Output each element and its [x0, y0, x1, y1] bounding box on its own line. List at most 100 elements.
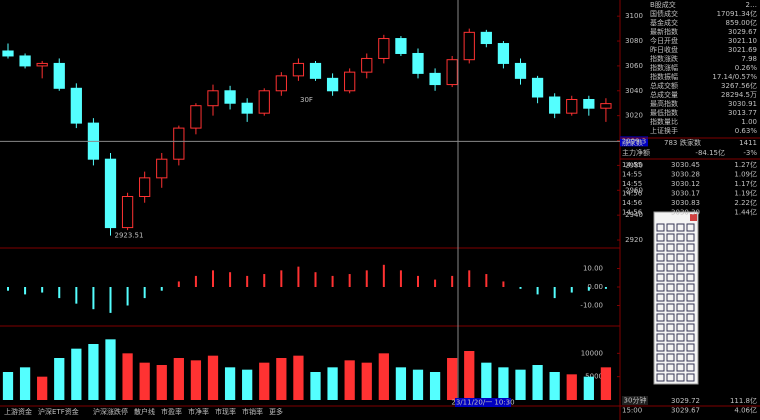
tab[interactable]: 沪深涨跌停	[93, 407, 128, 416]
tool-icon[interactable]	[656, 273, 665, 282]
volume-bar	[139, 362, 150, 400]
tick-price: 3030.12	[671, 180, 700, 188]
volume-bar	[2, 372, 14, 400]
tool-icon[interactable]	[666, 343, 675, 352]
tab[interactable]: 沪深ETF资金	[38, 407, 79, 416]
tool-icon[interactable]	[686, 243, 695, 252]
tool-icon[interactable]	[666, 273, 675, 282]
main-force-label: 主力净额	[622, 148, 650, 157]
volume-bar	[190, 360, 202, 400]
stat-label: 最高指数	[650, 99, 678, 108]
tool-icon[interactable]	[666, 223, 675, 232]
tool-icon[interactable]	[666, 373, 675, 382]
candle-body	[104, 158, 117, 229]
tool-icon[interactable]	[656, 233, 665, 242]
tool-icon[interactable]	[686, 233, 695, 242]
tab[interactable]: 市销率	[242, 407, 263, 416]
tool-icon[interactable]	[656, 313, 665, 322]
tool-icon[interactable]	[676, 353, 685, 362]
tool-icon[interactable]	[666, 243, 675, 252]
tool-icon[interactable]	[656, 333, 665, 342]
volume-bar	[378, 353, 389, 400]
tool-icon[interactable]	[676, 333, 685, 342]
tool-icon[interactable]	[666, 293, 675, 302]
tool-icon[interactable]	[656, 363, 665, 372]
tool-icon[interactable]	[676, 323, 685, 332]
tool-icon[interactable]	[686, 333, 695, 342]
tool-icon[interactable]	[666, 263, 675, 272]
volume-bar	[361, 362, 372, 400]
tab[interactable]: 上游资金	[4, 407, 32, 416]
tool-icon[interactable]	[686, 323, 695, 332]
tool-icon[interactable]	[676, 233, 685, 242]
tool-icon[interactable]	[686, 223, 695, 232]
tool-icon[interactable]	[686, 263, 695, 272]
tool-icon[interactable]	[666, 353, 675, 362]
tab[interactable]: 市现率	[215, 407, 236, 416]
tool-icon[interactable]	[676, 373, 685, 382]
tool-icon[interactable]	[676, 283, 685, 292]
tab[interactable]: 更多	[269, 407, 283, 416]
tool-icon[interactable]	[686, 303, 695, 312]
tick-price: 3030.30	[671, 209, 700, 217]
tool-icon[interactable]	[686, 313, 695, 322]
tool-icon[interactable]	[656, 323, 665, 332]
tool-icon[interactable]	[676, 223, 685, 232]
tool-icon[interactable]	[666, 303, 675, 312]
stat-label: 指数量比	[650, 117, 678, 126]
tool-icon[interactable]	[686, 343, 695, 352]
tool-icon[interactable]	[686, 273, 695, 282]
tool-icon[interactable]	[666, 253, 675, 262]
macd-bar	[604, 287, 607, 289]
tab[interactable]: 市盈率	[161, 407, 182, 416]
tool-icon[interactable]	[676, 243, 685, 252]
tool-icon[interactable]	[686, 293, 695, 302]
candle-body	[121, 195, 134, 229]
tool-icon[interactable]	[666, 363, 675, 372]
tool-icon[interactable]	[676, 363, 685, 372]
tool-icon[interactable]	[676, 313, 685, 322]
tool-icon[interactable]	[686, 253, 695, 262]
period-button-label[interactable]: 30分钟	[624, 396, 647, 405]
tool-icon[interactable]	[676, 273, 685, 282]
toolbar-close[interactable]	[690, 214, 697, 221]
tool-icon[interactable]	[656, 343, 665, 352]
tool-icon[interactable]	[656, 353, 665, 362]
tool-icon[interactable]	[676, 303, 685, 312]
tool-icon[interactable]	[666, 313, 675, 322]
tool-icon[interactable]	[656, 373, 665, 382]
crosshair-label: 2999.3	[622, 137, 647, 145]
tool-icon[interactable]	[666, 323, 675, 332]
tick-time: 14:56	[622, 199, 643, 207]
tool-icon[interactable]	[686, 283, 695, 292]
tool-icon[interactable]	[686, 353, 695, 362]
tab[interactable]: 散户线	[134, 407, 155, 416]
period-button[interactable]	[622, 396, 648, 405]
macd-bar	[485, 274, 488, 287]
tool-icon[interactable]	[676, 343, 685, 352]
y-tick-label: 2980	[625, 161, 643, 169]
candle-body	[2, 50, 14, 57]
tool-icon[interactable]	[656, 293, 665, 302]
stat-value: 3267.56亿	[721, 81, 757, 90]
tool-icon[interactable]	[686, 373, 695, 382]
tool-icon[interactable]	[666, 233, 675, 242]
tool-icon[interactable]	[656, 263, 665, 272]
tool-icon[interactable]	[656, 243, 665, 252]
volume-bar	[224, 367, 236, 400]
tool-icon[interactable]	[686, 363, 695, 372]
tick-amount: 111.8亿	[730, 396, 757, 405]
tool-icon[interactable]	[666, 333, 675, 342]
tool-icon[interactable]	[676, 253, 685, 262]
tool-icon[interactable]	[656, 283, 665, 292]
volume-bar	[566, 374, 577, 400]
tool-icon[interactable]	[656, 223, 665, 232]
tool-icon[interactable]	[676, 293, 685, 302]
tool-icon[interactable]	[656, 303, 665, 312]
tab[interactable]: 市净率	[188, 407, 209, 416]
tool-icon[interactable]	[666, 283, 675, 292]
volume-bar	[310, 372, 321, 400]
stat-value: 2…	[746, 1, 757, 9]
tool-icon[interactable]	[656, 253, 665, 262]
tool-icon[interactable]	[676, 263, 685, 272]
